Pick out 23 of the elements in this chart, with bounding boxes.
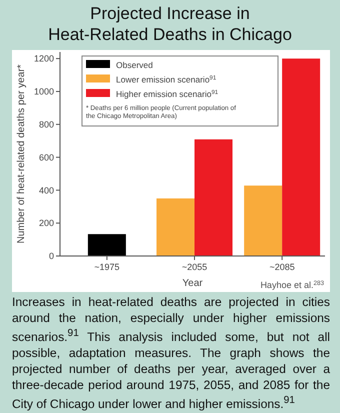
bar [88,234,126,256]
chart-title: Projected Increase in Heat-Related Deaths in Chicago [47,3,293,45]
bar [156,198,194,256]
x-axis-title: Year [182,278,204,289]
legend-label: Observed [116,60,154,70]
y-tick-label: 600 [38,152,54,162]
legend-label: Lower emission scenario$^{91}$ [116,74,217,84]
y-tick-label: 0 [48,251,54,262]
text: Hayhoe et al.$^{283}$ [260,280,324,290]
y-tick-label: 1200 [34,54,54,64]
x-tick-label: ~1975 [94,262,120,272]
bar [244,186,282,256]
y-axis-title: Number of heat-related deaths per year* [16,64,27,244]
y-tick-label: 800 [38,120,54,130]
text: Increases in heat-related deaths are projected in cities around the nation, especially under higher emissions scenarios.$^{91}$ This analysis included some, but not all possible, adaptation measures. The graph shows the projected number of deaths per year, averaged over a three-decade period around 1975, 2055, and 2085 for the City of Chicago under lower and higher emissions.$^{91}$ [12,295,330,412]
y-tick-label: 400 [38,185,54,196]
y-tick-label: 1000 [34,86,54,97]
bar [282,58,320,256]
x-tick-label: ~2055 [182,262,208,272]
x-tick-label: ~2085 [269,262,295,272]
y-tick-label: 200 [38,218,54,228]
bar [194,139,232,256]
legend-label: Higher emission scenario$^{91}$ [116,89,219,99]
